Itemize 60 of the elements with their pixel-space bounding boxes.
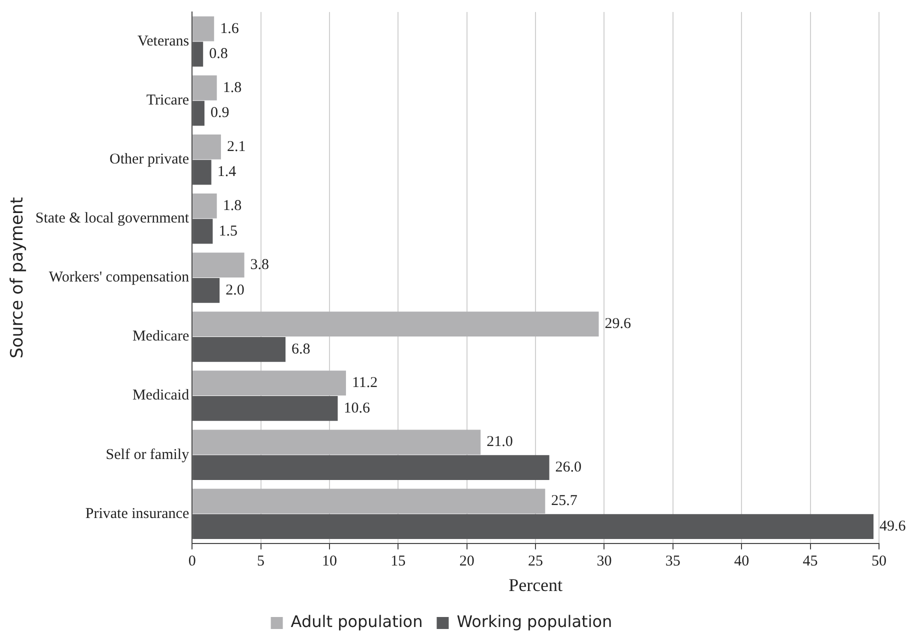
bar (192, 514, 874, 540)
bar (192, 42, 204, 67)
y-tick-label: Workers' compensation (48, 270, 190, 286)
data-label: 0.8 (209, 46, 228, 62)
x-tick-label: 5 (257, 553, 265, 570)
y-tick-label: Medicare (132, 328, 190, 345)
bar (192, 278, 220, 303)
legend-label: Working population (456, 612, 612, 632)
y-tick-label: Self or family (106, 446, 190, 463)
x-tick-label: 0 (188, 553, 196, 570)
bar (192, 488, 546, 514)
y-tick-label: Tricare (146, 92, 190, 109)
y-tick-label: Veterans (137, 33, 190, 50)
data-label: 2.0 (226, 282, 244, 298)
y-tick-label: Other private (110, 152, 190, 168)
data-label: 6.8 (292, 341, 310, 358)
data-label: 1.5 (218, 223, 238, 240)
bar (192, 134, 221, 160)
data-label: 25.7 (551, 493, 578, 510)
y-tick-label: Private insurance (85, 506, 190, 522)
bar (192, 312, 599, 336)
x-tick-label: 50 (872, 553, 886, 570)
bar (192, 194, 217, 218)
data-label: 26.0 (555, 459, 582, 476)
bar (192, 218, 213, 244)
bar (192, 75, 217, 100)
bar (192, 430, 481, 455)
bar (192, 370, 346, 396)
data-label: 29.6 (604, 316, 632, 332)
bar (192, 337, 286, 362)
x-tick-label: 40 (734, 553, 750, 570)
data-label: 21.0 (486, 434, 513, 450)
x-tick-label: 35 (665, 553, 680, 570)
data-label: 1.6 (220, 20, 240, 37)
data-label: 1.4 (217, 164, 237, 180)
bar (192, 100, 204, 126)
bar (192, 455, 550, 480)
data-label: 0.9 (210, 105, 230, 122)
y-axis-title: Source of payment (8, 196, 28, 358)
y-tick-label: Medicaid (132, 388, 190, 404)
bar (192, 252, 244, 278)
data-label: 11.2 (352, 375, 378, 392)
x-tick-label: 30 (596, 553, 612, 570)
bar (192, 16, 214, 42)
data-label: 1.8 (222, 198, 242, 214)
x-tick-label: 10 (322, 553, 337, 570)
data-label: 3.8 (250, 256, 270, 273)
x-axis-title: Percent (508, 574, 563, 595)
legend-label: Adult population (290, 612, 423, 632)
x-tick-label: 15 (390, 553, 406, 570)
y-tick-label: State & local government (35, 210, 190, 227)
data-label: 49.6 (880, 518, 906, 535)
x-tick-label: 20 (459, 553, 474, 570)
data-label: 1.8 (222, 80, 242, 96)
data-label: 2.1 (226, 138, 246, 155)
bar (192, 396, 338, 421)
bar (192, 160, 212, 185)
x-tick-label: 25 (528, 553, 544, 570)
x-tick-label: 45 (802, 553, 818, 570)
data-label: 10.6 (344, 400, 370, 416)
